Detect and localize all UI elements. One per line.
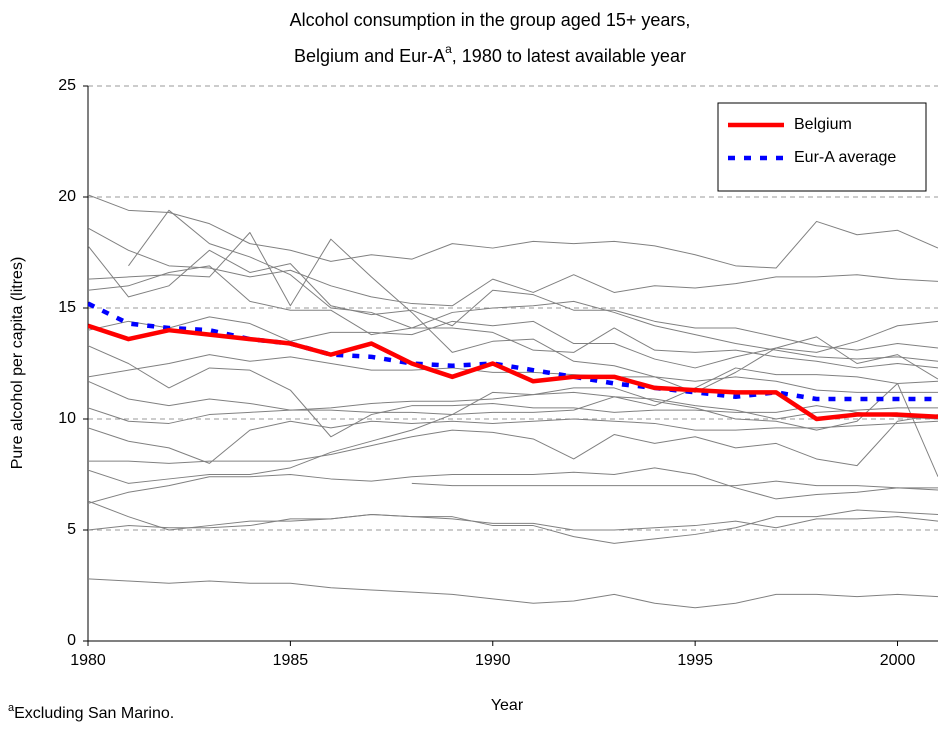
series-line [88, 414, 938, 467]
legend-label: Eur-A average [794, 149, 896, 166]
series-line [88, 391, 938, 484]
series-line [88, 265, 938, 369]
series-line [88, 367, 938, 416]
series-line [88, 467, 938, 504]
legend-box [717, 102, 927, 192]
x-tick-label: 1990 [475, 652, 511, 669]
series-line [411, 480, 938, 489]
x-axis-label: Year [491, 697, 524, 714]
footnote-marker: a [8, 702, 15, 714]
chart-title: Alcohol consumption in the group aged 15… [290, 10, 691, 30]
series-line [88, 316, 938, 369]
series-line [88, 345, 938, 438]
series-line [88, 323, 938, 422]
footnote: aExcluding San Marino. [8, 702, 174, 722]
series-line [88, 227, 938, 307]
footnote-text: Excluding San Marino. [14, 705, 174, 722]
series-line [88, 418, 938, 464]
y-tick-label: 0 [67, 632, 76, 649]
x-tick-label: 2000 [880, 652, 916, 669]
chart-title-part: Belgium and Eur-A [294, 46, 445, 66]
chart-title-part: , 1980 to latest available year [452, 46, 686, 66]
series-line [88, 578, 938, 609]
chart-title: Belgium and Eur-Aa, 1980 to latest avail… [294, 42, 686, 66]
x-tick-label: 1995 [677, 652, 713, 669]
series-line [88, 194, 938, 269]
y-tick-label: 25 [58, 77, 76, 94]
x-tick-label: 1985 [273, 652, 309, 669]
series-line [88, 513, 938, 531]
series-line [88, 382, 938, 477]
y-tick-label: 10 [58, 410, 76, 427]
y-tick-label: 15 [58, 299, 76, 316]
x-tick-label: 1980 [70, 652, 106, 669]
y-tick-label: 5 [67, 521, 76, 538]
series-line [88, 500, 938, 544]
series-line [88, 232, 938, 393]
y-tick-label: 20 [58, 188, 76, 205]
series-line [128, 209, 938, 362]
title-superscript: a [445, 42, 452, 56]
series-line [88, 245, 938, 351]
legend-label: Belgium [794, 116, 852, 133]
y-axis-label: Pure alcohol per capita (litres) [9, 257, 26, 470]
